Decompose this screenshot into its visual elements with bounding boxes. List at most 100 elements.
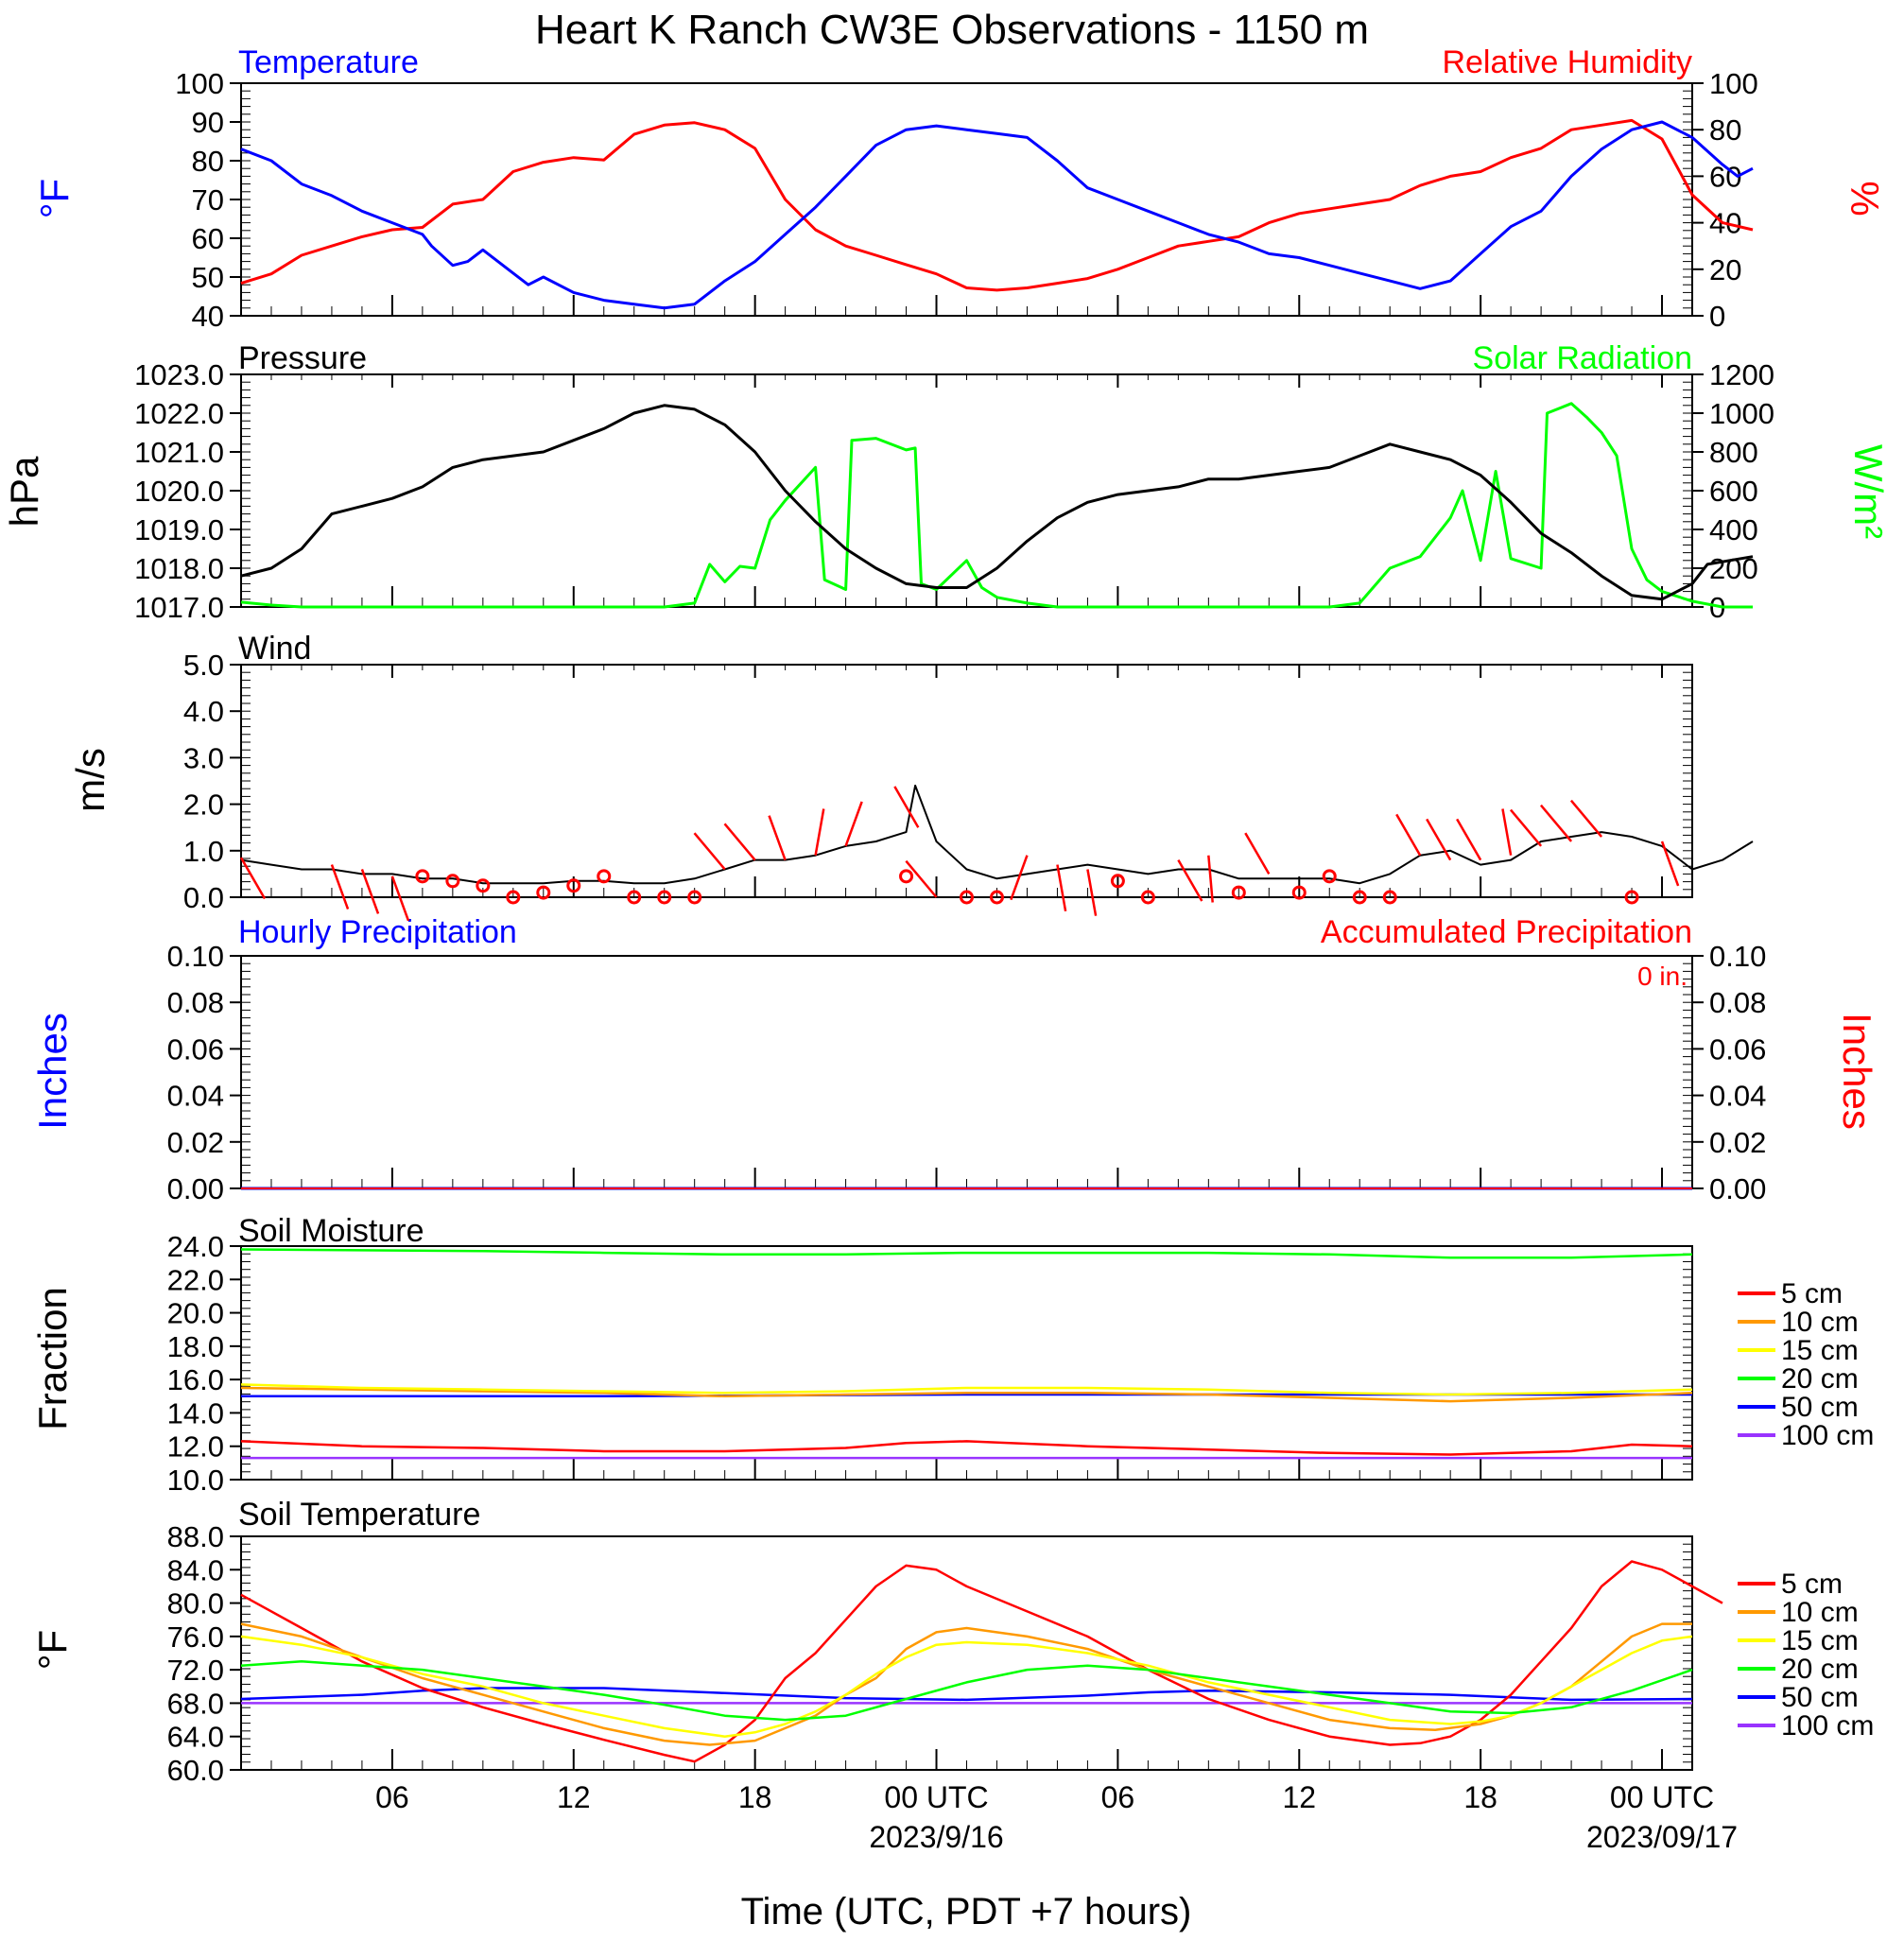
wind-barb (1660, 841, 1680, 887)
temperature-title: Temperature (238, 44, 419, 80)
wind-barb (239, 857, 267, 900)
y-tick-label: 1017.0 (134, 591, 224, 624)
panel-frame-wind (230, 664, 1693, 898)
wind-calm-circle (899, 869, 914, 884)
soil-moisture-axis-label: Fraction (30, 1287, 75, 1430)
legend-label: 20 cm (1781, 1363, 1859, 1395)
wind-barb (1086, 869, 1098, 916)
series-pressure (240, 404, 1754, 601)
y-tick-label: 12.0 (167, 1430, 224, 1464)
wind-barb (1456, 818, 1482, 861)
wind-axis-label: m/s (68, 748, 113, 812)
y-tick-label-right: 0.08 (1709, 986, 1766, 1019)
y-tick-label: 1022.0 (134, 397, 224, 430)
legend-label: 100 cm (1781, 1710, 1874, 1742)
accum-precip-total: 0 in. (1637, 962, 1688, 991)
wind-calm-circle (506, 890, 521, 905)
wind-calm-circle (960, 890, 974, 905)
wind-barb (1244, 832, 1271, 875)
wind-calm-circle (657, 890, 672, 905)
y-tick-label: 0.0 (183, 881, 224, 914)
wind-barb (1395, 813, 1422, 857)
y-tick-label: 22.0 (167, 1263, 224, 1296)
solar-axis-label: W/m² (1846, 444, 1891, 539)
wind-barb (844, 801, 863, 847)
soil-moisture-title: Soil Moisture (238, 1213, 424, 1249)
legend-label: 15 cm (1781, 1625, 1859, 1656)
y-tick-label: 1019.0 (134, 513, 224, 546)
series-relative-humidity (240, 118, 1754, 292)
y-tick-label: 1021.0 (134, 436, 224, 469)
y-tick-label: 90 (192, 106, 224, 139)
wind-calm-circle (1322, 869, 1337, 884)
plot-frame (240, 1535, 1693, 1771)
panel-pressure-solar: Pressure Solar Radiation hPa W/m² (2, 340, 1891, 539)
wind-calm-circle (536, 885, 551, 900)
y-tick-label: 76.0 (167, 1620, 224, 1654)
legend-label: 50 cm (1781, 1392, 1859, 1423)
wind-barb (723, 823, 756, 861)
series-temperature (240, 120, 1754, 310)
y-tick-label-right: 1200 (1709, 358, 1774, 391)
wind-calm-circle (1382, 890, 1397, 905)
wind-barb (814, 808, 825, 856)
y-tick-label: 1020.0 (134, 475, 224, 508)
wind-calm-circle (566, 878, 581, 893)
panel-frame-temp-rh (230, 82, 1704, 317)
panel-frame-soil-moisture (230, 1245, 1693, 1481)
x-tick-label: 06 (375, 1780, 409, 1814)
chart-title: Heart K Ranch CW3E Observations - 1150 m (535, 7, 1369, 53)
series-soil-moisture-20-cm (240, 1248, 1693, 1259)
wind-calm-circle (415, 869, 430, 884)
plot-frame (240, 1245, 1693, 1481)
y-tick-label: 72.0 (167, 1654, 224, 1687)
hourly-precip-axis-label: Inches (30, 1013, 75, 1130)
x-date-label: 2023/09/17 (1586, 1820, 1738, 1854)
y-tick-label-right: 0.06 (1709, 1032, 1766, 1066)
x-tick-label: 12 (557, 1780, 591, 1814)
wind-barb (1501, 808, 1513, 856)
soil-temp-title: Soil Temperature (238, 1497, 480, 1533)
y-tick-label-right: 0.00 (1709, 1172, 1766, 1205)
y-tick-label-right: 1000 (1709, 397, 1774, 430)
panel-soil-temp: Soil Temperature °F (30, 1497, 480, 1670)
hourly-precip-title: Hourly Precipitation (238, 914, 517, 950)
x-axis-label: Time (UTC, PDT +7 hours) (741, 1891, 1192, 1932)
y-tick-label: 0.06 (167, 1032, 224, 1066)
y-tick-label: 0.10 (167, 940, 224, 973)
y-tick-label: 68.0 (167, 1687, 224, 1720)
plot-frame (240, 82, 1693, 317)
wind-calm-circle (989, 890, 1004, 905)
wind-calm-circle (687, 890, 702, 905)
y-tick-label: 84.0 (167, 1553, 224, 1586)
legend-label: 100 cm (1781, 1420, 1874, 1451)
y-tick-label-right: 600 (1709, 475, 1758, 508)
y-tick-label: 14.0 (167, 1396, 224, 1430)
y-tick-label: 16.0 (167, 1363, 224, 1396)
y-tick-label: 50 (192, 261, 224, 294)
y-tick-label-right: 0.10 (1709, 940, 1766, 973)
y-tick-label-right: 0.04 (1709, 1080, 1766, 1113)
wind-calm-circle (1140, 890, 1155, 905)
y-tick-label: 5.0 (183, 649, 224, 682)
y-tick-label: 3.0 (183, 741, 224, 774)
pressure-title: Pressure (238, 340, 367, 376)
legend-label: 20 cm (1781, 1654, 1859, 1685)
wind-barb (390, 875, 410, 922)
y-tick-label-right: 0 (1709, 300, 1725, 333)
panel-temp-rh: Temperature Relative Humidity °F % (32, 44, 1887, 218)
y-tick-label: 0.02 (167, 1126, 224, 1159)
y-tick-label: 80 (192, 145, 224, 178)
panel-frame-precip (230, 955, 1704, 1189)
y-tick-label-right: 800 (1709, 436, 1758, 469)
wind-barb (1207, 855, 1214, 903)
y-tick-label-right: 80 (1709, 113, 1741, 147)
y-tick-label-right: 20 (1709, 253, 1741, 286)
y-tick-label-right: 400 (1709, 513, 1758, 546)
y-tick-label: 60.0 (167, 1754, 224, 1787)
wind-barb (1426, 818, 1452, 861)
wind-barb (1569, 799, 1603, 838)
legend-label: 5 cm (1781, 1568, 1843, 1600)
